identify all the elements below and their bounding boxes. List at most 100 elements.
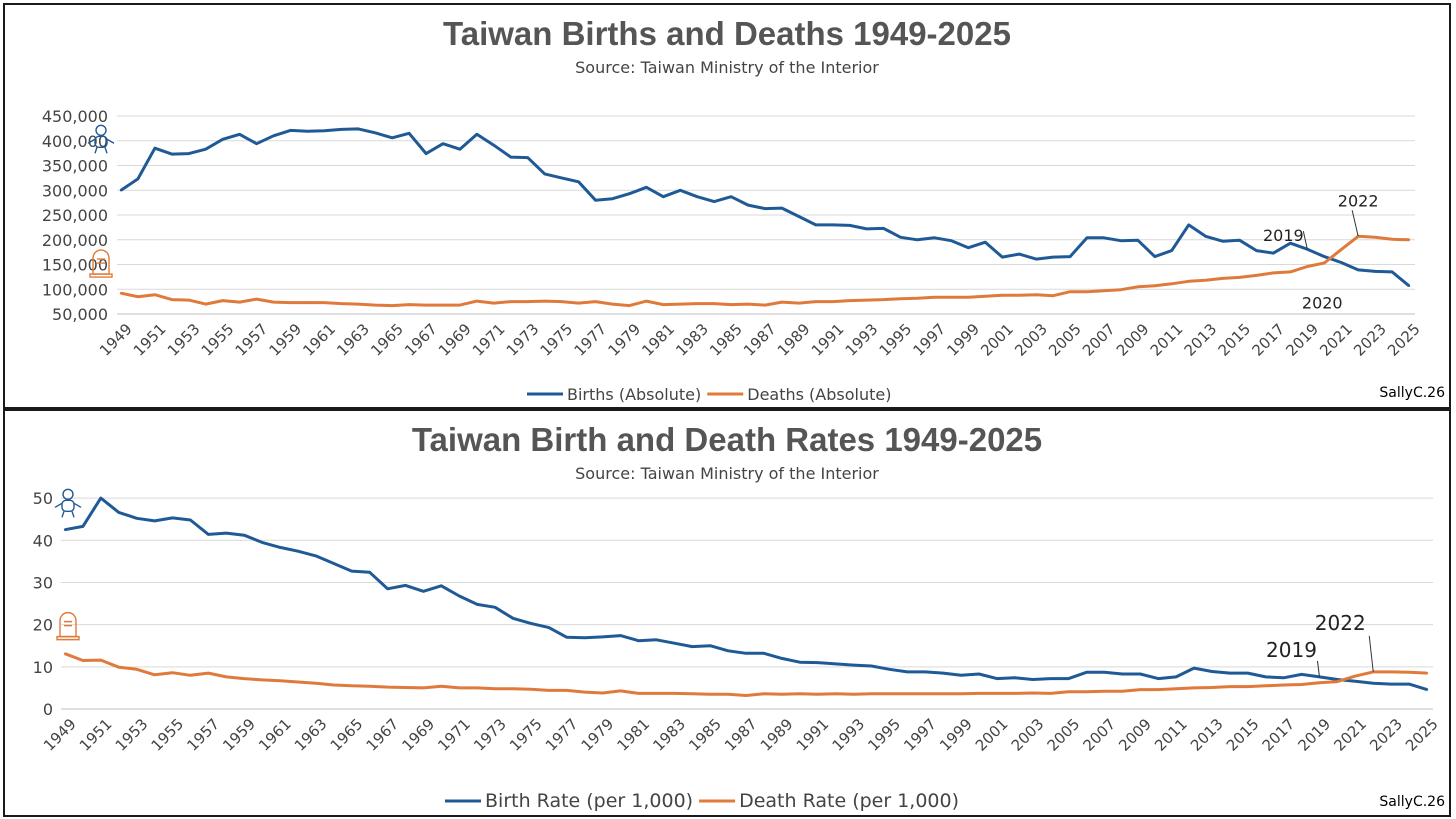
chart-title: Taiwan Births and Deaths 1949-2025 bbox=[443, 15, 1011, 52]
data-point bbox=[350, 684, 353, 687]
y-tick-label: 30 bbox=[33, 573, 53, 592]
data-point bbox=[628, 192, 631, 195]
data-point bbox=[560, 300, 563, 303]
x-tick-label: 2017 bbox=[1248, 320, 1288, 360]
data-point bbox=[81, 659, 85, 662]
data-point bbox=[655, 692, 658, 695]
y-tick-label: 400,000 bbox=[42, 132, 108, 151]
data-point bbox=[696, 302, 699, 305]
data-point bbox=[153, 673, 156, 677]
data-point bbox=[673, 641, 676, 645]
data-point bbox=[673, 692, 676, 695]
data-point bbox=[852, 663, 855, 667]
data-point bbox=[560, 176, 563, 180]
baby-icon bbox=[54, 488, 82, 518]
baby-body bbox=[61, 499, 75, 513]
data-point bbox=[655, 638, 658, 642]
chart-subtitle: Source: Taiwan Ministry of the Interior bbox=[575, 464, 879, 483]
data-point bbox=[1051, 294, 1055, 297]
y-tick-label: 250,000 bbox=[42, 206, 108, 225]
data-point bbox=[780, 300, 784, 304]
legend-label-deaths: Deaths (Absolute) bbox=[747, 385, 891, 404]
data-point bbox=[314, 554, 318, 558]
data-point bbox=[204, 147, 207, 151]
data-point bbox=[798, 692, 801, 696]
data-point bbox=[1282, 683, 1285, 687]
data-point bbox=[1204, 279, 1207, 282]
data-point bbox=[153, 293, 157, 296]
data-point bbox=[870, 692, 873, 696]
x-tick-label: 1977 bbox=[571, 320, 611, 360]
data-point bbox=[691, 645, 694, 648]
y-tick-label: 100,000 bbox=[42, 280, 108, 299]
x-tick-label: 1983 bbox=[672, 320, 712, 360]
data-point bbox=[645, 186, 648, 189]
data-point bbox=[1013, 676, 1017, 679]
x-tick-label: 1969 bbox=[398, 715, 438, 755]
data-point bbox=[1289, 270, 1292, 274]
data-point bbox=[272, 134, 275, 137]
data-point bbox=[1390, 270, 1394, 274]
baby-body bbox=[94, 135, 108, 148]
data-point bbox=[225, 531, 228, 535]
data-point bbox=[306, 301, 309, 304]
data-point bbox=[1187, 280, 1190, 283]
data-point bbox=[1264, 675, 1267, 679]
x-tick-label: 1971 bbox=[469, 320, 509, 360]
data-point bbox=[708, 693, 712, 696]
data-point bbox=[899, 297, 902, 300]
data-point bbox=[834, 692, 837, 696]
series-points-births bbox=[119, 127, 1411, 287]
tombstone-stone bbox=[92, 249, 110, 275]
data-point bbox=[870, 664, 873, 668]
data-point bbox=[1289, 242, 1292, 245]
data-point bbox=[565, 636, 568, 639]
data-point bbox=[153, 146, 157, 150]
data-point bbox=[1139, 672, 1142, 676]
data-point bbox=[296, 550, 300, 553]
data-point bbox=[63, 652, 67, 655]
data-point bbox=[204, 302, 207, 306]
data-point bbox=[475, 686, 479, 690]
x-tick-label: 1989 bbox=[757, 715, 797, 755]
data-point bbox=[136, 177, 140, 181]
data-point bbox=[526, 300, 529, 303]
x-tick-label: 1961 bbox=[299, 320, 339, 360]
data-point bbox=[1340, 261, 1343, 264]
data-point bbox=[1210, 686, 1214, 689]
x-tick-label: 1963 bbox=[291, 715, 331, 755]
data-point bbox=[1192, 666, 1196, 670]
data-point bbox=[628, 304, 631, 307]
data-point bbox=[1300, 683, 1303, 686]
data-point bbox=[619, 634, 622, 637]
data-point bbox=[906, 670, 909, 674]
legend-label-deaths: Death Rate (per 1,000) bbox=[739, 790, 959, 812]
data-point bbox=[170, 298, 174, 301]
data-point bbox=[1156, 688, 1160, 691]
data-point bbox=[340, 128, 343, 131]
data-point bbox=[278, 546, 282, 549]
x-tick-label: 1953 bbox=[164, 320, 204, 360]
x-tick-label: 1963 bbox=[333, 320, 373, 360]
y-tick-label: 50,000 bbox=[52, 305, 108, 324]
x-tick-label: 2015 bbox=[1223, 715, 1263, 755]
data-point bbox=[712, 302, 716, 305]
data-point bbox=[1318, 681, 1321, 685]
data-point bbox=[1300, 673, 1303, 676]
data-point bbox=[933, 236, 936, 239]
data-point bbox=[529, 622, 533, 625]
data-point bbox=[357, 127, 360, 131]
x-tick-label: 1973 bbox=[503, 320, 543, 360]
data-point bbox=[255, 297, 258, 301]
data-point bbox=[526, 156, 529, 159]
data-point bbox=[729, 195, 733, 198]
data-point bbox=[289, 129, 292, 132]
tombstone-stone bbox=[59, 612, 77, 638]
data-point bbox=[637, 692, 640, 695]
data-point bbox=[1272, 251, 1275, 255]
data-point bbox=[1407, 682, 1411, 686]
data-point bbox=[1085, 236, 1089, 239]
data-point bbox=[440, 584, 443, 588]
data-point bbox=[350, 569, 353, 573]
data-point bbox=[967, 246, 970, 249]
